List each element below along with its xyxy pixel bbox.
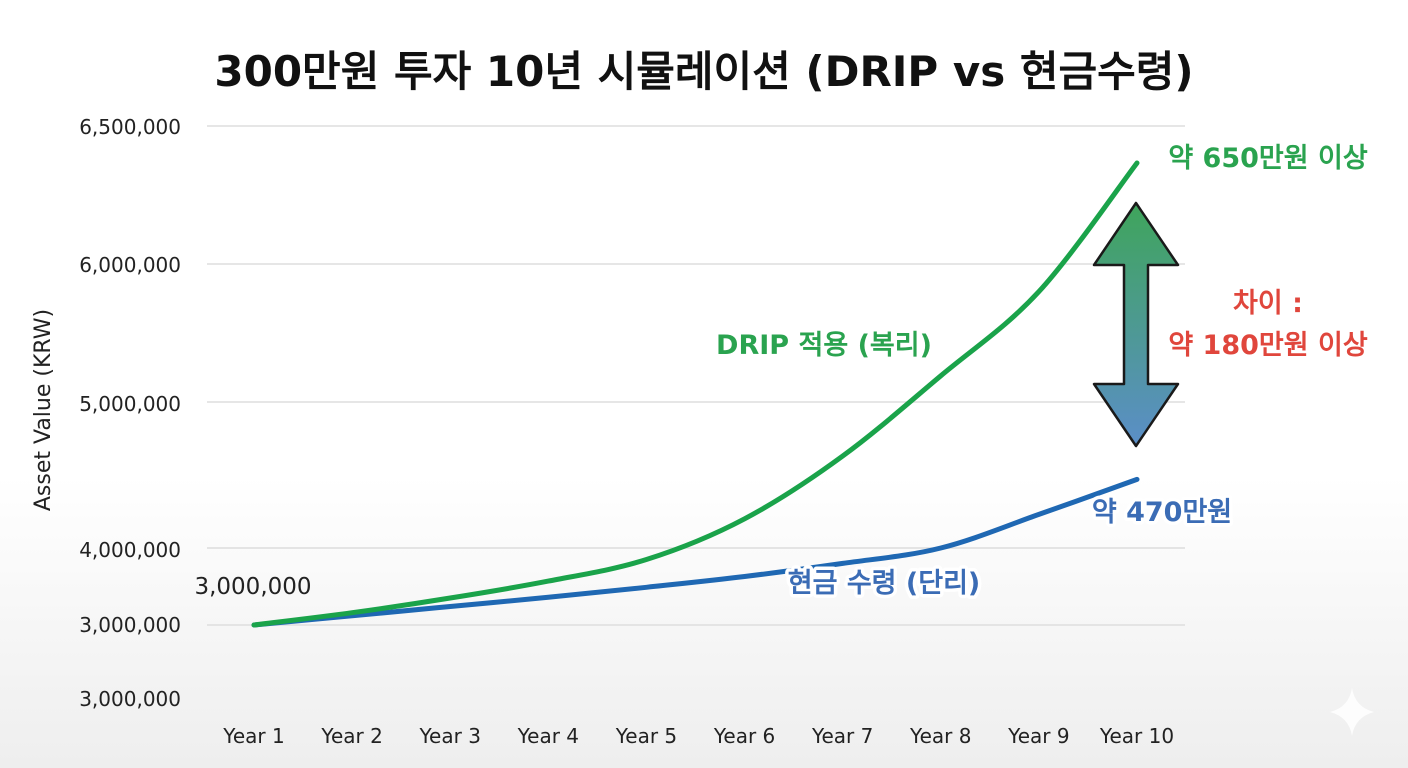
series-line xyxy=(251,160,1140,628)
y-tick-label: 6,000,000 xyxy=(79,253,181,277)
x-tick-label: Year 4 xyxy=(517,724,579,748)
gridlines xyxy=(207,125,1185,626)
x-tick-label: Year 5 xyxy=(615,724,677,748)
y-tick-label: 3,000,000 xyxy=(79,687,181,711)
start-value-label: 3,000,000 xyxy=(194,574,311,600)
drip-series-label: DRIP 적용 (복리) xyxy=(716,330,932,361)
sparkle-icon xyxy=(1330,688,1374,736)
x-tick-label: Year 7 xyxy=(811,724,873,748)
difference-label-line1: 차이 : xyxy=(1233,288,1303,319)
y-tick-label: 6,500,000 xyxy=(79,115,181,139)
y-axis-label: Asset Value (KRW) xyxy=(31,309,56,511)
series-line xyxy=(251,476,1140,628)
x-axis-ticks: Year 1 Year 2 Year 3 Year 4 Year 5 Year 6 Year… xyxy=(222,724,1174,748)
x-tick-label: Year 6 xyxy=(713,724,775,748)
x-tick-label: Year 10 xyxy=(1099,724,1174,748)
x-tick-label: Year 1 xyxy=(222,724,284,748)
y-axis-ticks: 6,500,000 6,000,000 5,000,000 4,000,000 … xyxy=(79,115,181,711)
chart-title: 300만원 투자 10년 시뮬레이션 (DRIP vs 현금수령) xyxy=(214,47,1193,96)
cash-end-label: 약 470만원 xyxy=(1092,497,1232,528)
difference-arrow xyxy=(1092,201,1180,448)
drip-end-label: 약 650만원 이상 xyxy=(1168,143,1368,174)
y-tick-label: 3,000,000 xyxy=(79,613,181,637)
x-tick-label: Year 2 xyxy=(320,724,382,748)
x-tick-label: Year 3 xyxy=(419,724,481,748)
y-tick-label: 5,000,000 xyxy=(79,392,181,416)
difference-label-line2: 약 180만원 이상 xyxy=(1168,330,1368,361)
x-tick-label: Year 8 xyxy=(909,724,971,748)
series-group xyxy=(251,160,1140,628)
cash-series-label: 현금 수령 (단리) xyxy=(788,568,981,599)
x-tick-label: Year 9 xyxy=(1007,724,1069,748)
y-tick-label: 4,000,000 xyxy=(79,538,181,562)
